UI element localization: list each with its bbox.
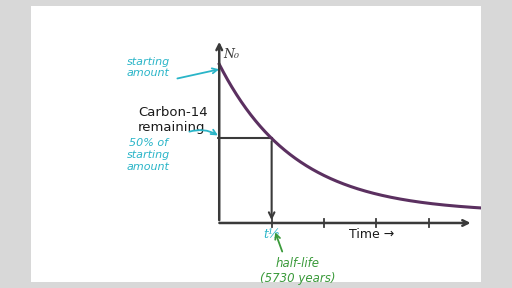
Text: 50% of
starting
amount: 50% of starting amount <box>127 139 170 172</box>
Text: t½: t½ <box>263 228 280 241</box>
Text: half-life
(5730 years): half-life (5730 years) <box>260 257 335 285</box>
Text: starting
amount: starting amount <box>127 57 170 78</box>
Text: Time →: Time → <box>349 228 394 241</box>
Text: Carbon-14
remaining: Carbon-14 remaining <box>138 106 208 134</box>
Text: N₀: N₀ <box>223 48 239 61</box>
